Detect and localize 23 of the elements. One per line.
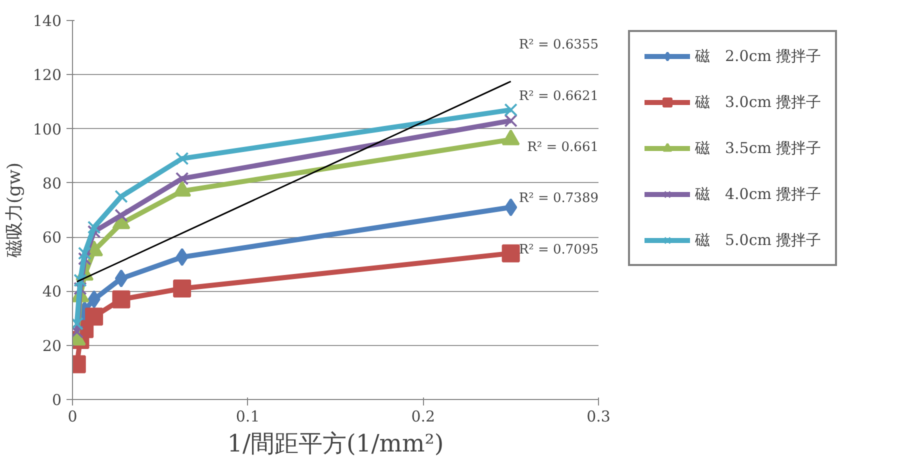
x-tick-label: 0.2 xyxy=(411,408,436,426)
y-tick-label: 0 xyxy=(52,391,62,409)
legend-label: 磁 3.5cm 攪拌子 xyxy=(695,138,822,158)
y-axis-title: 磁吸力(gw) xyxy=(4,162,25,258)
y-tick-label: 20 xyxy=(42,336,62,355)
annotation: R² = 0.661 xyxy=(527,140,598,155)
x-axis-title: 1/間距平方(1/mm²) xyxy=(227,430,444,458)
y-tick-label: 60 xyxy=(42,228,62,247)
legend-label: 磁 4.0cm 攪拌子 xyxy=(695,184,822,204)
y-tick-label: 40 xyxy=(42,282,62,301)
annotation: R² = 0.6355 xyxy=(518,38,599,53)
x-tick-label: 0.3 xyxy=(586,408,610,426)
x-tick-label: 0.1 xyxy=(236,408,260,426)
legend-label: 磁 5.0cm 攪拌子 xyxy=(695,230,822,250)
annotation: R² = 0.7389 xyxy=(518,191,599,206)
y-tick-label: 140 xyxy=(32,12,62,30)
y-tick-label: 80 xyxy=(42,174,62,192)
annotation: R² = 0.6621 xyxy=(518,88,599,104)
y-tick-label: 100 xyxy=(32,120,62,138)
y-tick-label: 120 xyxy=(32,66,62,84)
x-tick-label: 0 xyxy=(68,408,78,426)
legend-label: 磁 3.0cm 攪拌子 xyxy=(695,92,822,112)
legend-label: 磁 2.0cm 攪拌子 xyxy=(695,46,822,66)
